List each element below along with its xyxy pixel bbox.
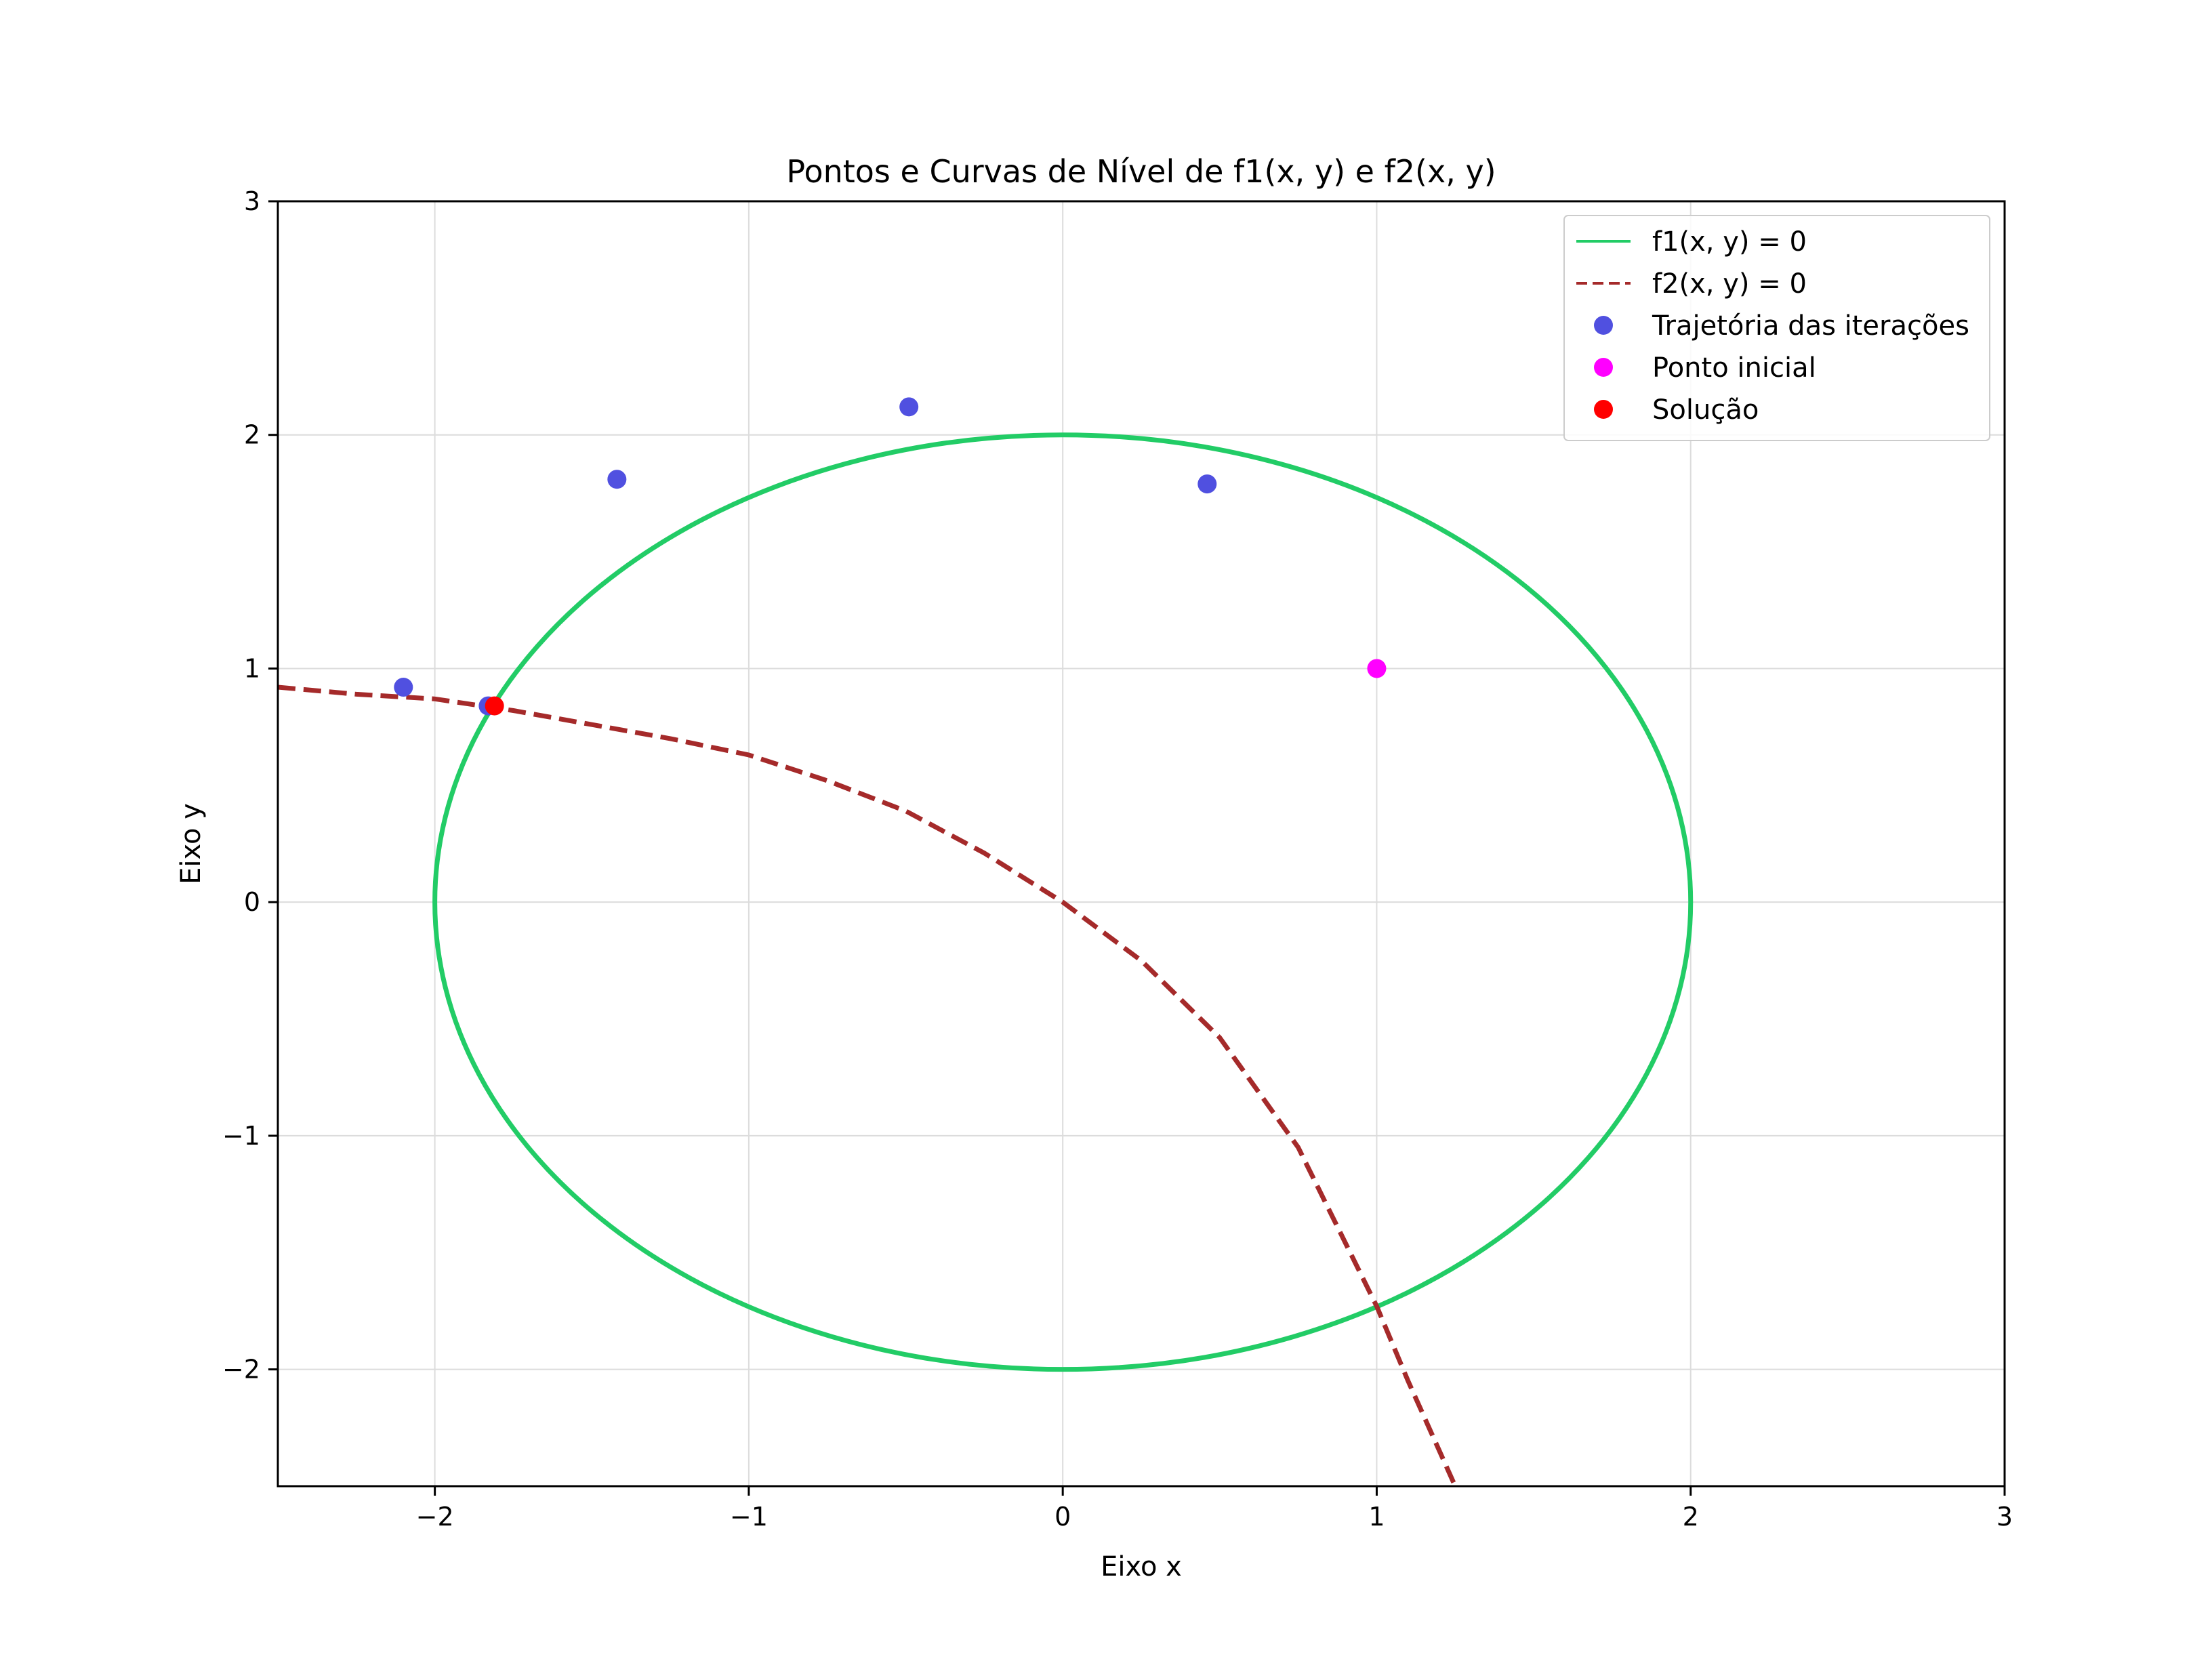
legend-swatch: [1594, 358, 1613, 377]
data-point-3: [1367, 659, 1387, 678]
y-tick-label: 0: [244, 887, 260, 917]
data-point-2: [1197, 474, 1217, 494]
series-line-0: [432, 432, 1694, 1372]
data-point-2: [394, 678, 413, 697]
y-axis-label: Eixo y: [176, 803, 207, 884]
plot-frame: [276, 200, 2006, 1488]
x-tick-label: −2: [416, 1502, 454, 1532]
x-axis-label: Eixo x: [1101, 1551, 1182, 1582]
plot-series: [277, 397, 1694, 1488]
x-tick-label: 0: [1054, 1502, 1071, 1532]
legend-label: Trajetória das iterações: [1652, 310, 1969, 342]
legend-box: [1563, 215, 1990, 441]
y-tick-label: 3: [244, 186, 260, 216]
x-tick-label: 2: [1683, 1502, 1699, 1532]
y-tick-label: −1: [222, 1121, 260, 1151]
chart-title: Pontos e Curvas de Nível de f1(x, y) e f…: [786, 153, 1496, 190]
legend-swatch: [1594, 316, 1613, 335]
x-tick-label: −1: [730, 1502, 768, 1532]
axis-ticks: −2 −1 0 1 2 3 −2 −1 0 1 2 3: [222, 186, 2013, 1532]
series-line-1: [277, 684, 1458, 1488]
data-point-2: [607, 470, 627, 489]
legend-label: Solução: [1652, 394, 1759, 426]
legend-swatch: [1594, 400, 1613, 419]
x-tick-label: 1: [1368, 1502, 1385, 1532]
legend: f1(x, y) = 0 f2(x, y) = 0 Trajetória das i…: [1563, 215, 1990, 441]
data-point-2: [899, 397, 919, 417]
y-tick-label: 1: [244, 653, 260, 683]
legend-label: f2(x, y) = 0: [1652, 268, 1807, 300]
y-tick-label: −2: [222, 1355, 260, 1385]
x-tick-label: 3: [1996, 1502, 2013, 1532]
legend-label: Ponto inicial: [1652, 352, 1816, 384]
legend-label: f1(x, y) = 0: [1652, 226, 1807, 258]
data-point-4: [485, 696, 504, 716]
y-tick-label: 2: [244, 420, 260, 450]
